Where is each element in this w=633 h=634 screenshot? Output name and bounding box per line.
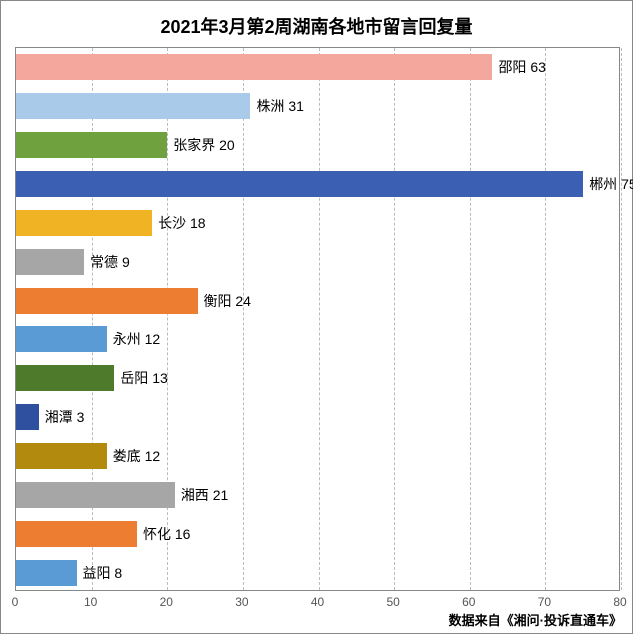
bar-row: 岳阳 13 xyxy=(16,365,168,391)
source-note: 数据来自《湘问·投诉直通车》 xyxy=(449,610,622,629)
gridline xyxy=(621,48,622,590)
bar-label: 永州 12 xyxy=(113,329,160,349)
bars-layer: 邵阳 63株洲 31张家界 20郴州 75长沙 18常德 9衡阳 24永州 12… xyxy=(16,48,619,590)
chart-title: 2021年3月第2周湖南各地市留言回复量 xyxy=(1,1,632,47)
bar-label: 岳阳 13 xyxy=(120,368,167,388)
bar-row: 湘西 21 xyxy=(16,482,228,508)
bar xyxy=(16,132,167,158)
x-tick-label: 20 xyxy=(160,595,173,609)
bar-label: 怀化 16 xyxy=(143,524,190,544)
bar-label: 娄底 12 xyxy=(113,446,160,466)
bar-row: 长沙 18 xyxy=(16,210,206,236)
bar-row: 湘潭 3 xyxy=(16,404,84,430)
x-tick-label: 0 xyxy=(12,595,19,609)
bar-label: 株洲 31 xyxy=(256,96,303,116)
bar-label: 郴州 75 xyxy=(589,174,633,194)
bar-row: 衡阳 24 xyxy=(16,288,251,314)
bar xyxy=(16,443,107,469)
bar-row: 常德 9 xyxy=(16,249,130,275)
bar xyxy=(16,326,107,352)
chart-container: 2021年3月第2周湖南各地市留言回复量 邵阳 63 株洲 31 张家界 20 郴州 … xyxy=(0,0,633,634)
bar xyxy=(16,210,152,236)
bar-row: 张家界 20 xyxy=(16,132,235,158)
bar-row: 株洲 31 xyxy=(16,93,304,119)
bar-row: 郴州 75 xyxy=(16,171,633,197)
bar-label: 湘西 21 xyxy=(181,485,228,505)
bar-label: 张家界 20 xyxy=(173,135,234,155)
bar-row: 永州 12 xyxy=(16,326,160,352)
x-tick-label: 50 xyxy=(386,595,399,609)
bar xyxy=(16,365,114,391)
bar xyxy=(16,54,492,80)
x-tick-label: 10 xyxy=(84,595,97,609)
bar xyxy=(16,521,137,547)
bar-row: 邵阳 63 xyxy=(16,54,546,80)
bar-row: 益阳 8 xyxy=(16,560,122,586)
bar xyxy=(16,560,77,586)
x-tick-label: 60 xyxy=(462,595,475,609)
plot-area: 邵阳 63株洲 31张家界 20郴州 75长沙 18常德 9衡阳 24永州 12… xyxy=(15,47,620,591)
bar-label: 邵阳 63 xyxy=(498,57,545,77)
bar xyxy=(16,93,250,119)
bar xyxy=(16,171,583,197)
bar xyxy=(16,249,84,275)
bar-label: 长沙 18 xyxy=(158,213,205,233)
x-tick-label: 70 xyxy=(538,595,551,609)
bar xyxy=(16,404,39,430)
x-tick-label: 30 xyxy=(235,595,248,609)
bar-label: 常德 9 xyxy=(90,252,130,272)
bar-label: 益阳 8 xyxy=(83,563,123,583)
x-tick-label: 40 xyxy=(311,595,324,609)
bar-row: 怀化 16 xyxy=(16,521,190,547)
bar-label: 衡阳 24 xyxy=(204,291,251,311)
x-tick-label: 80 xyxy=(613,595,626,609)
bar-label: 湘潭 3 xyxy=(45,407,85,427)
bar xyxy=(16,288,198,314)
bar-row: 娄底 12 xyxy=(16,443,160,469)
bar xyxy=(16,482,175,508)
